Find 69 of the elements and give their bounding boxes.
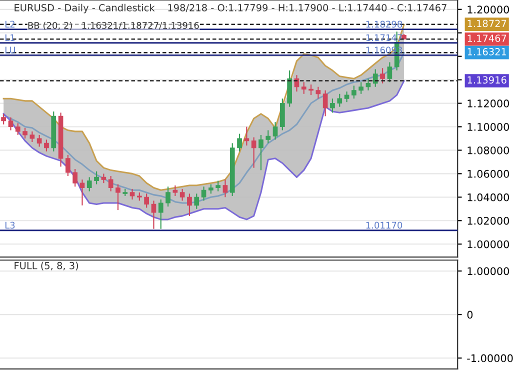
candlestick (72, 168, 78, 188)
chart-title: FULL (5, 8, 3) (14, 262, 78, 270)
y-tick-label: 1.02000 (468, 216, 510, 225)
candlestick (44, 139, 49, 152)
ref-line-label: LU (5, 46, 15, 54)
candlestick (344, 90, 350, 103)
candlestick (258, 134, 264, 171)
candlestick (352, 85, 356, 100)
candlestick (316, 86, 321, 100)
candlestick (101, 173, 106, 184)
ref-line-label: 1.18727 (468, 20, 506, 28)
candlestick (30, 130, 35, 143)
candlestick (36, 134, 42, 148)
candlestick (266, 130, 271, 144)
candlestick (94, 170, 99, 185)
candlestick (358, 82, 364, 94)
y-tick-label: 1.04000 (468, 193, 510, 202)
candlestick (337, 93, 342, 108)
annotation: BB (20, 2) 1.16321/1.18727/1.13916 (28, 22, 199, 30)
candlestick (1, 113, 6, 125)
ref-line-label: 1.17467 (468, 34, 506, 42)
candlestick (201, 186, 206, 202)
candlestick (108, 175, 114, 192)
candlestick (272, 121, 278, 140)
candlestick (387, 62, 392, 83)
candlestick (308, 84, 314, 96)
candlestick (194, 193, 200, 210)
line-series (2, 80, 405, 220)
candlestick (66, 154, 70, 177)
candlestick (144, 193, 149, 208)
candlestick (86, 176, 92, 192)
annotation: 1.01170 (366, 222, 402, 229)
y-tick-label: 1.12000 (468, 100, 510, 108)
candlestick (22, 127, 28, 140)
candlestick (187, 193, 192, 216)
candlestick (166, 186, 170, 208)
candlestick (130, 188, 135, 200)
candlestick (380, 68, 385, 84)
candlestick (330, 98, 335, 114)
candlestick (280, 98, 285, 131)
y-tick-label: 1.00000 (468, 267, 510, 276)
candlestick (366, 78, 371, 91)
candlestick (180, 188, 185, 202)
candlestick (172, 184, 178, 197)
candlestick (251, 136, 256, 168)
candlestick (158, 198, 164, 230)
candlestick (151, 200, 156, 230)
y-tick-label: 1.10000 (468, 122, 510, 131)
candlestick (237, 133, 242, 152)
candlestick (116, 184, 120, 211)
y-tick-label: 1.20000 (468, 6, 510, 14)
candlestick (301, 82, 306, 94)
y-tick-label: 1.08000 (468, 146, 510, 154)
y-tick-label: 1.00000 (468, 240, 510, 248)
candlestick (216, 180, 220, 192)
ref-line-label: 1.16321 (468, 48, 506, 56)
y-tick-label: 0 (467, 310, 473, 319)
candlestick (222, 179, 228, 198)
chart-title: EURUSD - Daily - Candlestick 198/218 - O:1.17799 - H:1.17900 - L:1.17440 - C:1.17467 (14, 4, 446, 14)
candlestick (372, 68, 378, 88)
candlestick (15, 122, 20, 136)
candlestick (8, 116, 14, 131)
candlestick (244, 126, 250, 146)
y-tick-label: 1.06000 (468, 170, 510, 178)
candlestick (208, 184, 214, 194)
ref-line-label: L3 (5, 222, 15, 229)
candlestick (322, 90, 328, 117)
y-tick-label: -1.00000 (467, 354, 513, 362)
ref-line-label: 1.13916 (468, 76, 506, 84)
